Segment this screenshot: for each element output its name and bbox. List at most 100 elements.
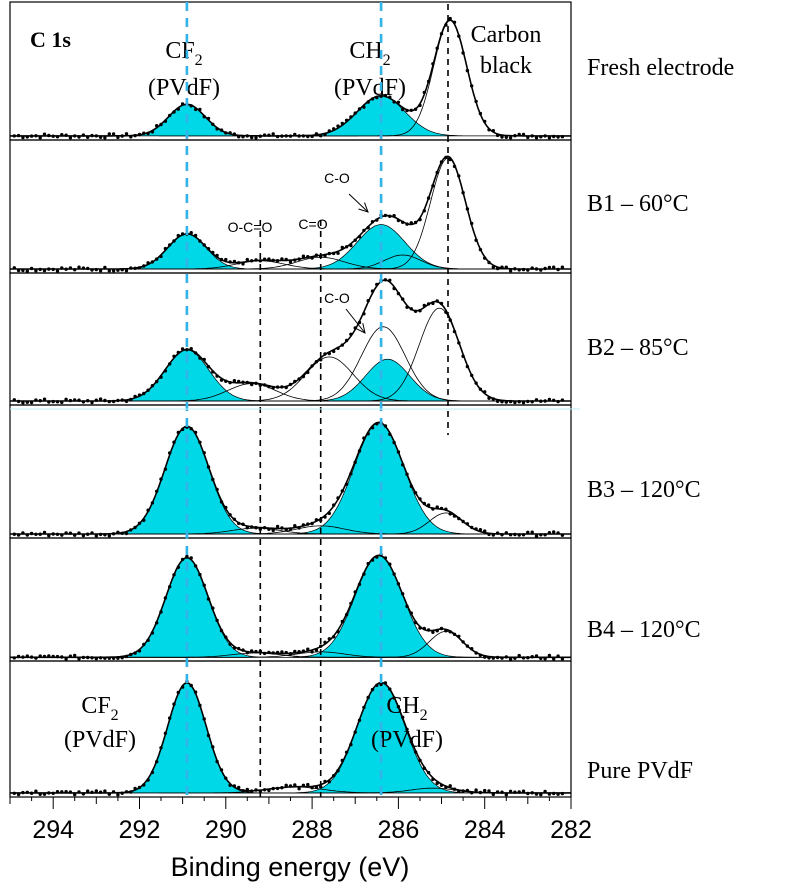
panel-5-data-point [370, 687, 375, 692]
panel-3-data-point [180, 427, 185, 432]
panel-4-data-point [142, 642, 146, 647]
panel-5-data-point [426, 770, 431, 775]
panel-0-data-point [133, 133, 137, 138]
panel-2-data-point [444, 310, 448, 314]
panel-0-data-point [452, 20, 457, 24]
panel-3-data-point [116, 530, 120, 534]
panel-3-data-point [103, 533, 107, 537]
panel-3-data-point [60, 533, 64, 537]
x-tick-label-292: 292 [119, 816, 161, 844]
panel-1-data-point [370, 220, 375, 224]
panel-3-data-point [418, 497, 422, 501]
panel-5-data-point [465, 788, 470, 793]
panel-0-data-point [51, 134, 55, 138]
panel-4-filled-peak-0 [10, 557, 386, 658]
panel-1-data-point [81, 266, 86, 270]
panel-4-data-point [73, 653, 77, 658]
panel-3-data-point [237, 521, 241, 526]
panel-3-data-point [142, 518, 146, 522]
panel-5-data-point [422, 766, 426, 770]
panel-1-data-point [250, 259, 254, 263]
panel-4-data-point [530, 655, 534, 659]
panel-1-data-point [64, 267, 68, 271]
panel-4-data-point [16, 654, 21, 659]
panel-4-data-point [150, 631, 155, 635]
panel-2-data-point [301, 374, 306, 379]
panel-2-data-point [500, 400, 504, 404]
panel-3-data-point [336, 496, 340, 500]
panel-0-data-point [98, 135, 103, 139]
panel-4-data-point [293, 649, 297, 654]
panel-2-data-point [370, 289, 375, 293]
panel-1-data-point [495, 266, 500, 271]
panel-0-data-point [513, 134, 517, 138]
panel-4-data-point [452, 632, 457, 636]
panel-0-data-point [202, 115, 206, 119]
panel-4-data-point [189, 556, 193, 560]
panel-0-data-point [120, 134, 124, 138]
panel-2-data-point [517, 400, 521, 404]
panel-2-data-point [530, 400, 534, 404]
panel-2-data-point [98, 397, 103, 401]
panel-3-data-point [12, 532, 16, 536]
panel-0-data-point [129, 135, 133, 139]
panel-1-data-point [435, 170, 439, 175]
panel-1-data-point [336, 251, 340, 255]
panel-5-data-point [250, 789, 254, 793]
panel-0-data-point [275, 134, 280, 139]
panel-1-data-point [267, 257, 271, 261]
panel-1-data-point [29, 266, 34, 271]
panel-5-data-point [306, 782, 310, 787]
panel-0-data-point [38, 136, 42, 140]
panel-5-data-point [12, 791, 16, 795]
panel-4-data-point [301, 649, 306, 653]
panel-0-data-point [250, 135, 254, 140]
panel-3-data-point [543, 533, 547, 537]
panel-4-data-point [543, 657, 547, 661]
panel-1-data-point [517, 268, 521, 272]
panel-1-data-point [120, 268, 124, 272]
panel-1-data-point [401, 220, 405, 224]
panel-3-data-point [16, 533, 21, 537]
panel-4-data-point [81, 655, 86, 660]
panel-5-data-point [271, 786, 275, 791]
panel-2-data-point [232, 379, 237, 383]
panel-4-data-point [64, 657, 68, 661]
panel-2-data-point [64, 397, 68, 401]
panel-4-data-point [405, 604, 409, 608]
panel-2-data-point [474, 381, 478, 385]
panel-0-data-point [189, 104, 193, 108]
panel-0-data-point [465, 68, 470, 73]
panel-0-data-point [556, 135, 560, 139]
panel-0-data-point [383, 93, 388, 98]
panel-3-data-point [155, 489, 159, 493]
panel-2-data-point [543, 399, 547, 403]
panel-5-data-point [284, 783, 288, 787]
panel-0-data-point [314, 132, 319, 136]
panel-0-data-point [55, 135, 60, 139]
panel-5-data-point [392, 696, 396, 700]
panel-4-data-point [556, 654, 560, 658]
panel-0-data-point [461, 51, 465, 55]
panel-2-data-point [262, 383, 267, 387]
panel-0-data-point [237, 135, 241, 139]
panel-3-data-point [306, 522, 310, 526]
panel-2-annotation-0: C-O [324, 290, 350, 306]
panel-4-data-point [271, 651, 275, 655]
panel-3-data-point [280, 526, 284, 530]
panel-4-data-point [60, 655, 64, 659]
panel-3-data-point [491, 533, 495, 537]
panel-0-data-point [392, 100, 396, 104]
panel-2-data-point [241, 380, 245, 384]
panel-5-data-point [431, 777, 435, 781]
panel-5-data-point [116, 793, 120, 797]
panel-0-data-point [34, 134, 38, 138]
panel-5-annotation-0-line2: (PVdF) [64, 727, 136, 753]
panel-4-data-point [500, 656, 504, 660]
panel-3-data-point [47, 533, 51, 538]
panel-0-data-point [241, 135, 245, 139]
panel-2-data-point [483, 390, 487, 394]
panel-0-data-point [73, 134, 77, 138]
panel-3-data-point [137, 521, 142, 525]
panel-3-data-point [64, 531, 68, 535]
